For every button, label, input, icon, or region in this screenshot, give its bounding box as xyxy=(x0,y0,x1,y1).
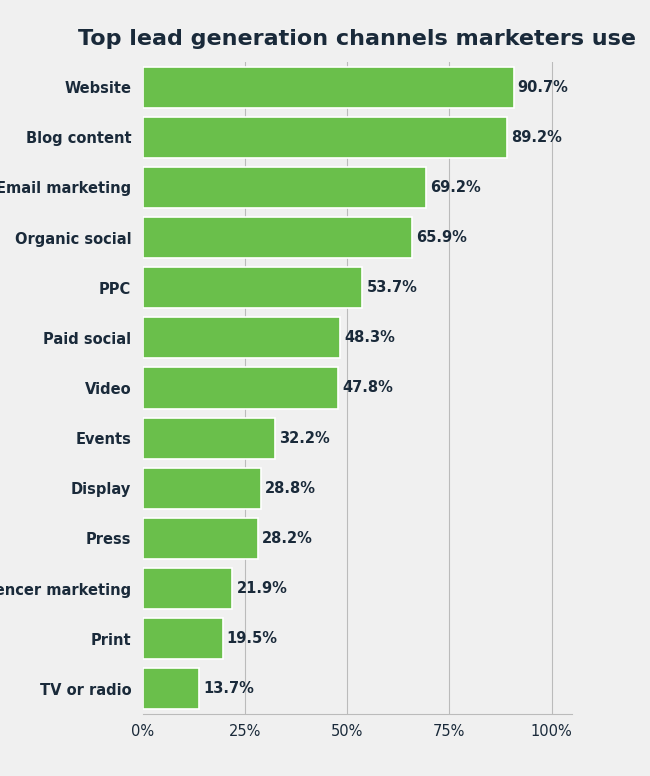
Title: Top lead generation channels marketers use: Top lead generation channels marketers u… xyxy=(79,29,636,50)
Text: 48.3%: 48.3% xyxy=(344,331,395,345)
Text: 28.8%: 28.8% xyxy=(265,481,316,496)
Bar xyxy=(143,668,199,709)
Text: 89.2%: 89.2% xyxy=(512,130,562,145)
Bar xyxy=(143,217,412,258)
Text: 47.8%: 47.8% xyxy=(343,380,393,396)
Text: 53.7%: 53.7% xyxy=(367,280,417,295)
Bar xyxy=(143,618,223,660)
Bar xyxy=(143,267,363,308)
Bar xyxy=(143,368,338,408)
Bar xyxy=(143,568,233,609)
Text: 90.7%: 90.7% xyxy=(517,80,569,95)
Text: 28.2%: 28.2% xyxy=(263,531,313,546)
Text: 21.9%: 21.9% xyxy=(237,581,287,596)
Bar xyxy=(143,518,258,559)
Bar xyxy=(143,167,426,208)
Bar xyxy=(143,67,514,108)
Text: 65.9%: 65.9% xyxy=(417,230,467,245)
Bar xyxy=(143,468,261,509)
Text: 32.2%: 32.2% xyxy=(279,431,330,445)
Bar xyxy=(143,116,508,158)
Text: 19.5%: 19.5% xyxy=(227,631,278,646)
Text: 13.7%: 13.7% xyxy=(203,681,254,696)
Text: 69.2%: 69.2% xyxy=(430,180,480,195)
Bar xyxy=(143,317,341,359)
Bar xyxy=(143,417,274,459)
